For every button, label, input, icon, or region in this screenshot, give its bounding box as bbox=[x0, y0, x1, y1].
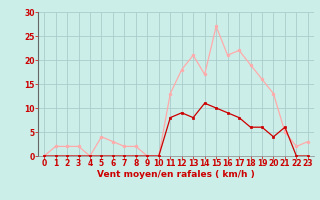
X-axis label: Vent moyen/en rafales ( km/h ): Vent moyen/en rafales ( km/h ) bbox=[97, 170, 255, 179]
